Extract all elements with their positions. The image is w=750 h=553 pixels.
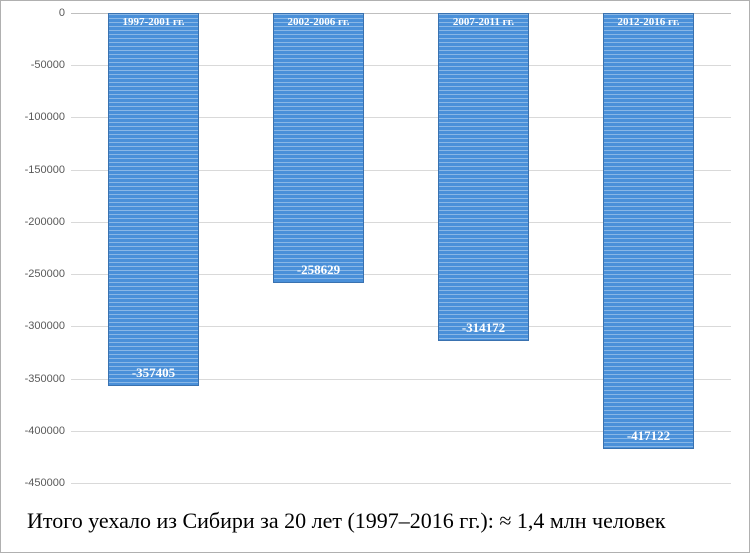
y-tick-label: -150000 (25, 164, 71, 176)
y-tick-label: -300000 (25, 320, 71, 332)
bar-value-label: -314172 (439, 320, 528, 336)
y-tick-label: -250000 (25, 268, 71, 280)
figure-container: 0 -50000 -100000 -150000 -200000 -250000 -3000… (0, 0, 750, 553)
chart-area: 0-50000-100000-150000-200000-250000-3000… (71, 13, 731, 483)
y-tick-label: -350000 (25, 373, 71, 385)
plot-region: 0-50000-100000-150000-200000-250000-3000… (71, 13, 731, 483)
bar: 2002-2006 гг. -258629 (273, 13, 364, 283)
bar-value-label: -417122 (604, 428, 693, 444)
bar: 2007-2011 гг. -314172 (438, 13, 529, 341)
bar-category-label: 2007-2011 гг. (439, 16, 528, 28)
y-tick-label: 0 (59, 7, 71, 19)
bar-category-label: 2012-2016 гг. (604, 16, 693, 28)
y-tick-label: -450000 (25, 477, 71, 489)
y-tick-label: -400000 (25, 425, 71, 437)
chart-caption: Итого уехало из Сибири за 20 лет (1997–2… (27, 508, 666, 534)
bar-category-label: 1997-2001 гг. (109, 16, 198, 28)
y-tick-label: -200000 (25, 216, 71, 228)
y-tick-label: -100000 (25, 111, 71, 123)
bar-value-label: -357405 (109, 365, 198, 381)
bar: 1997-2001 гг. -357405 (108, 13, 199, 386)
gridline (71, 483, 731, 484)
bar-category-label: 2002-2006 гг. (274, 16, 363, 28)
bar: 2012-2016 гг. -417122 (603, 13, 694, 449)
y-tick-label: -50000 (31, 59, 71, 71)
bar-value-label: -258629 (274, 262, 363, 278)
